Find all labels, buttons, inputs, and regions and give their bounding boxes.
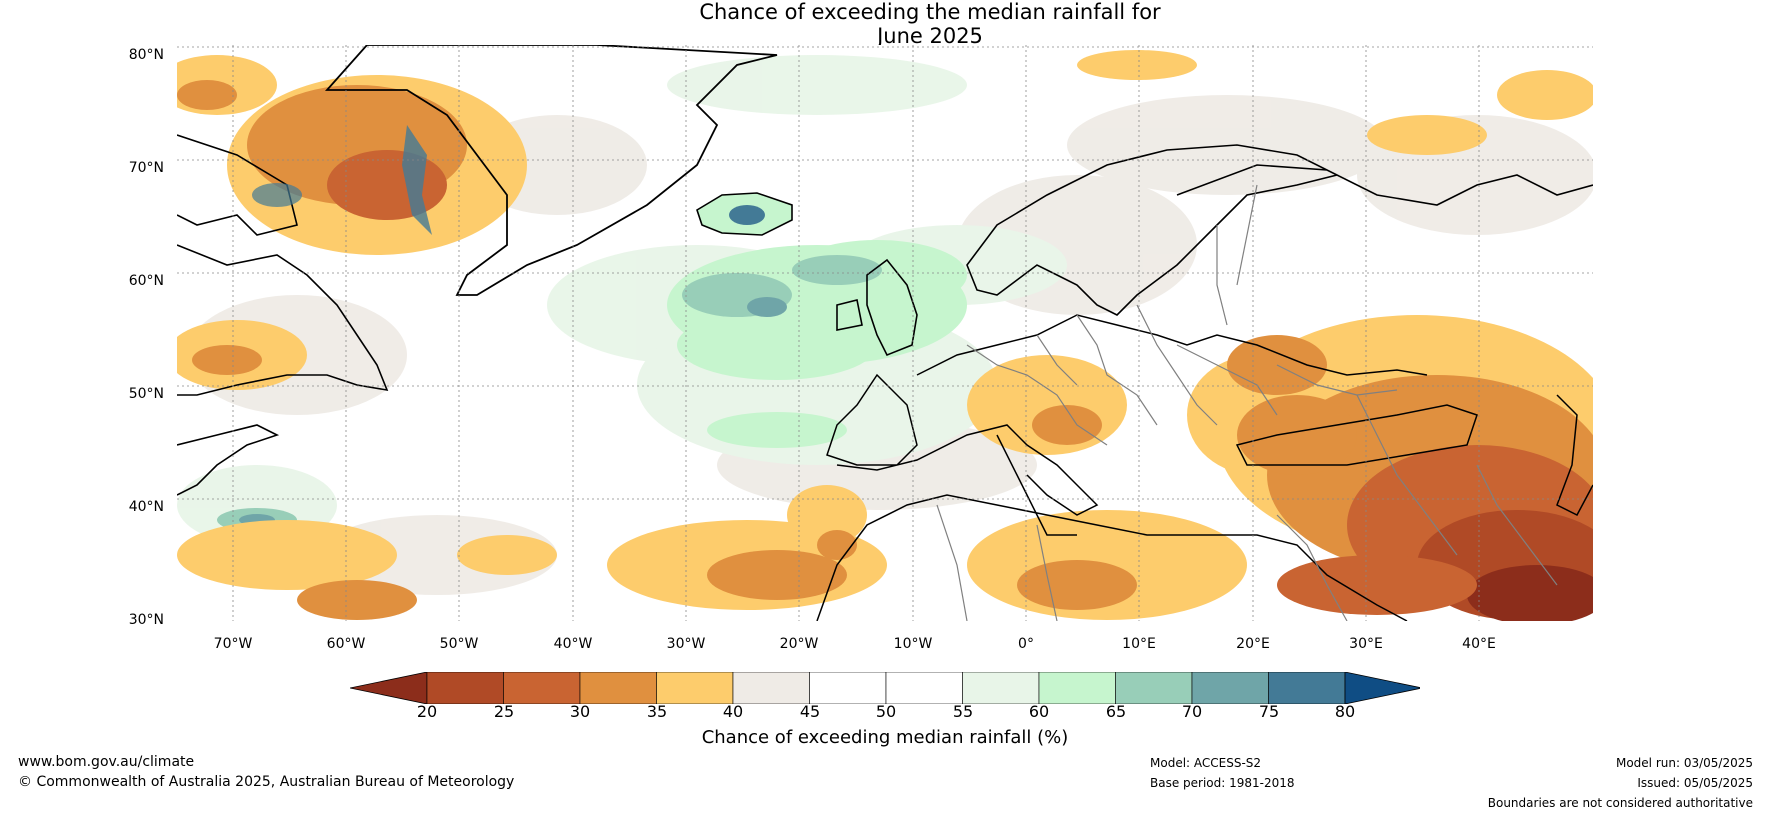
lon-label-70w: 70°W	[213, 636, 253, 652]
above-median-patches	[217, 240, 967, 532]
lat-label-50n: 50°N	[128, 386, 164, 402]
colorbar-tick: 30	[569, 702, 591, 721]
colorbar-extend-low	[349, 671, 428, 705]
colorbar-swatch	[885, 671, 963, 705]
lon-label-20w: 20°W	[779, 636, 819, 652]
colorbar-tick: 50	[875, 702, 897, 721]
lat-label-40n: 40°N	[128, 499, 164, 515]
lat-label-60n: 60°N	[128, 273, 164, 289]
colorbar	[349, 671, 1423, 708]
title-line-1: Chance of exceeding the median rainfall …	[699, 0, 1161, 24]
lon-label-10w: 10°W	[893, 636, 933, 652]
below-median-patches	[177, 50, 1593, 621]
colorbar-label: Chance of exceeding median rainfall (%)	[701, 727, 1069, 748]
colorbar-tick: 35	[646, 702, 668, 721]
colorbar-swatch	[1191, 671, 1269, 705]
lon-label-50w: 50°W	[439, 636, 479, 652]
colorbar-tick: 70	[1181, 702, 1203, 721]
lon-label-0: 0°	[1018, 636, 1034, 652]
colorbar-swatch	[426, 671, 504, 705]
colorbar-tick: 25	[493, 702, 515, 721]
colorbar-tick: 80	[1334, 702, 1356, 721]
colorbar-swatch	[1268, 671, 1346, 705]
europe-outline	[966, 144, 1593, 316]
lon-label-40w: 40°W	[553, 636, 593, 652]
colorbar-swatch	[1115, 671, 1193, 705]
bom-url-link[interactable]: www.bom.gov.au/climate	[18, 754, 195, 770]
colorbar-tick: 40	[722, 702, 744, 721]
colorbar-swatch	[732, 671, 810, 705]
colorbar-swatch	[1038, 671, 1116, 705]
greenland-west-coast-shade	[402, 125, 432, 235]
greenland-outline	[324, 45, 778, 296]
colorbar-tick: 60	[1028, 702, 1050, 721]
colorbar-tick: 55	[952, 702, 974, 721]
turkey-outline	[1235, 404, 1478, 466]
colorbar-tick: 45	[799, 702, 821, 721]
model-name: Model: ACCESS-S2	[1150, 756, 1262, 770]
title-line-2: June 2025	[877, 24, 983, 48]
lat-label-70n: 70°N	[128, 160, 164, 176]
europe-mainland-outline	[826, 314, 1428, 536]
colorbar-extend-high	[1344, 671, 1423, 705]
colorbar-tick: 75	[1258, 702, 1280, 721]
map-title: Chance of exceeding the median rainfall …	[600, 0, 1260, 48]
lon-label-30e: 30°E	[1349, 636, 1383, 652]
colorbar-swatch	[809, 671, 887, 705]
country-borders	[936, 184, 1558, 621]
model-run-date: Model run: 03/05/2025	[1615, 756, 1753, 770]
boundaries-disclaimer: Boundaries are not considered authoritat…	[1487, 796, 1753, 810]
graticule	[177, 45, 1593, 621]
lon-label-20e: 20°E	[1236, 636, 1270, 652]
base-period: Base period: 1981-2018	[1150, 776, 1295, 790]
colorbar-swatch	[503, 671, 581, 705]
north-america-outline	[177, 134, 389, 496]
colorbar-tick: 65	[1105, 702, 1127, 721]
uk-outline	[836, 258, 918, 357]
lon-label-40e: 40°E	[1462, 636, 1496, 652]
colorbar-tick: 20	[416, 702, 438, 721]
rainfall-map[interactable]	[177, 45, 1593, 621]
colorbar-swatches	[349, 671, 1423, 705]
caspian-outline	[1556, 394, 1593, 516]
lon-label-60w: 60°W	[326, 636, 366, 652]
colorbar-swatch	[962, 671, 1040, 705]
copyright-text: © Commonwealth of Australia 2025, Austra…	[18, 774, 515, 790]
lat-label-30n: 30°N	[128, 612, 164, 628]
colorbar-swatch	[579, 671, 657, 705]
colorbar-swatch	[656, 671, 734, 705]
lon-label-10e: 10°E	[1122, 636, 1156, 652]
lat-label-80n: 80°N	[128, 47, 164, 63]
issued-date: Issued: 05/05/2025	[1637, 776, 1753, 790]
lon-label-30w: 30°W	[666, 636, 706, 652]
